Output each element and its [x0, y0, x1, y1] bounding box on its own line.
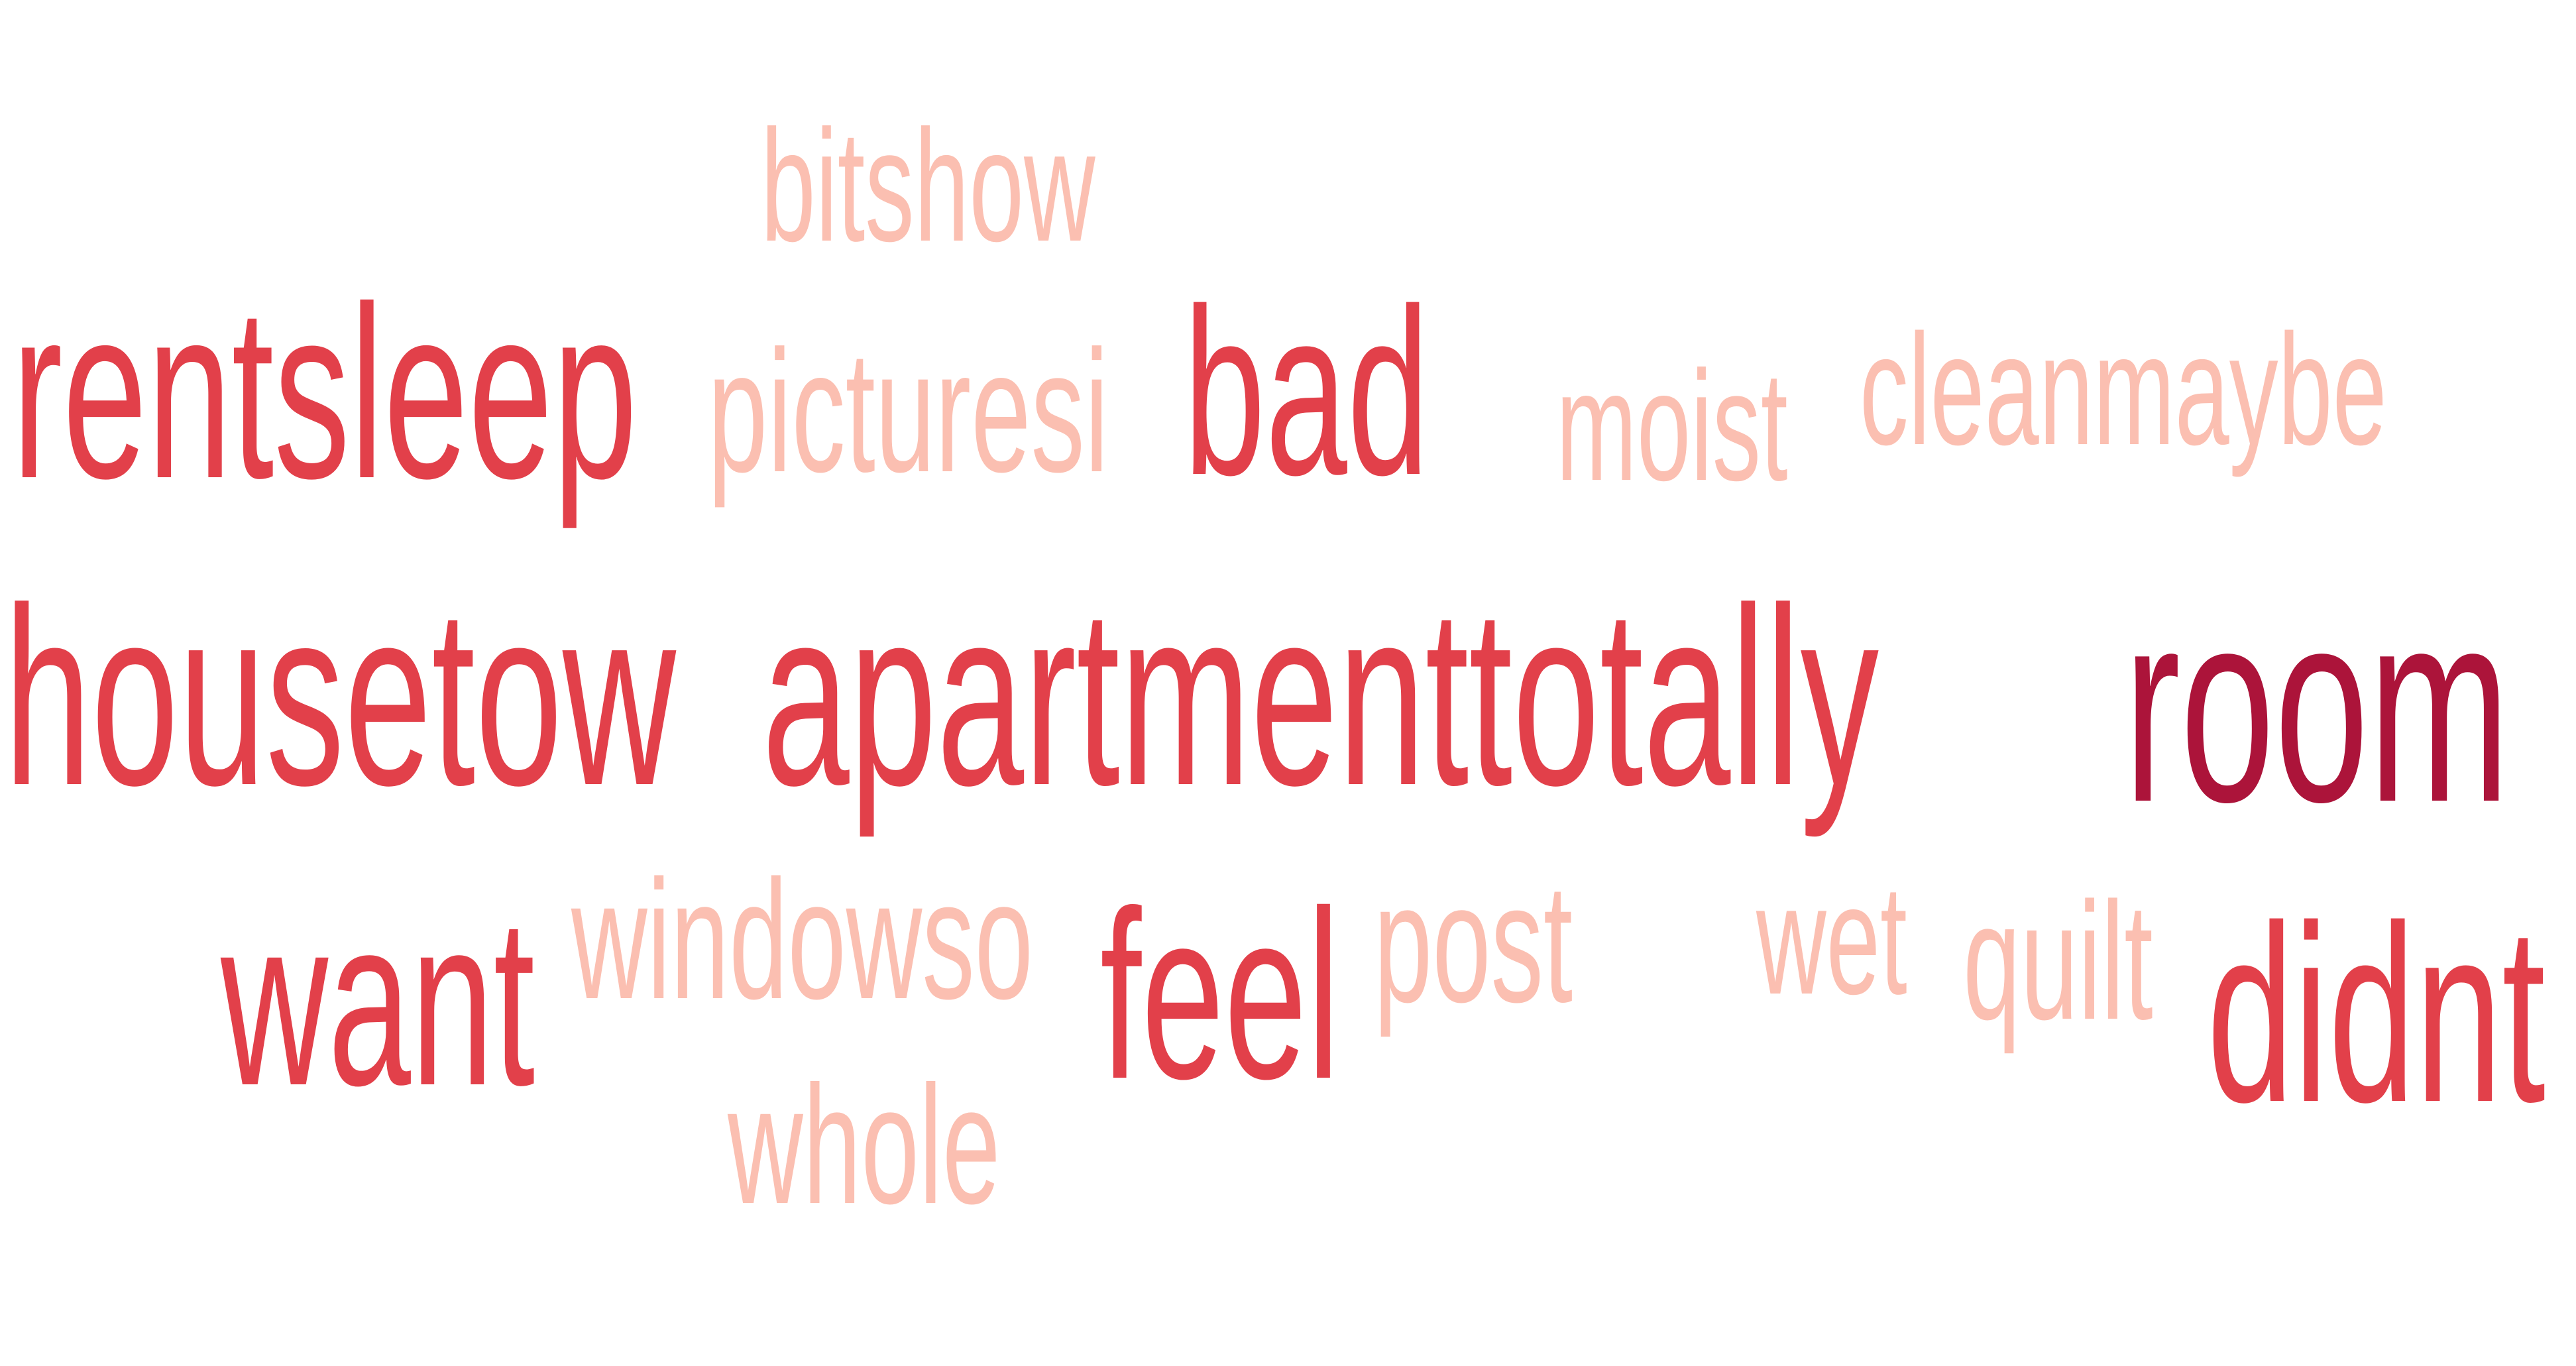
word-bitshow: bitshow — [761, 97, 1095, 274]
word-wet: wet — [1756, 852, 1907, 1027]
word-moist: moist — [1556, 339, 1788, 514]
word-room: room — [2124, 554, 2510, 859]
word-cleanmaybe: cleanmaybe — [1860, 302, 2387, 478]
word-feel: feel — [1100, 860, 1340, 1129]
word-didnt: didnt — [2207, 873, 2546, 1155]
word-want: want — [221, 867, 535, 1135]
word-bad: bad — [1184, 259, 1429, 524]
word-quilt: quilt — [1963, 868, 2153, 1054]
word-apartmenttotally: apartmenttotally — [762, 555, 1879, 838]
word-housetow: housetow — [4, 555, 676, 838]
word-post: post — [1374, 848, 1573, 1038]
word-whole: whole — [728, 1051, 1001, 1239]
word-picturesi: picturesi — [708, 314, 1109, 508]
word-rentsleep: rentsleep — [12, 256, 638, 530]
word-windowso: windowso — [571, 845, 1033, 1035]
